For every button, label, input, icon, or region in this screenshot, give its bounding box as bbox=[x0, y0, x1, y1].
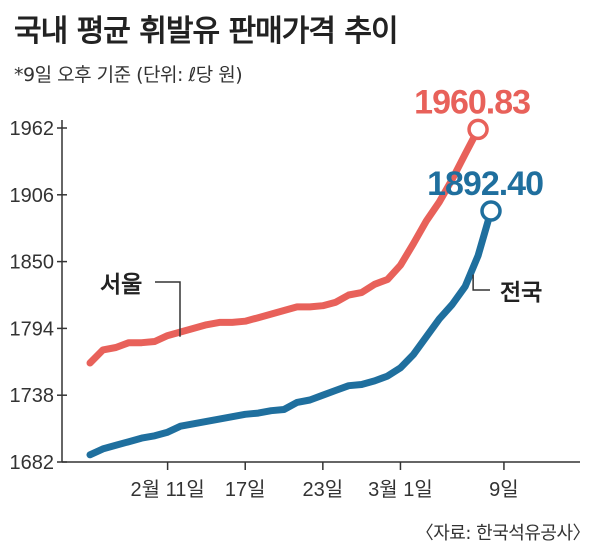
series-end-value: 1892.40 bbox=[427, 165, 543, 203]
chart-source: 〈자료: 한국석유공사〉 bbox=[415, 523, 591, 544]
y-tick-label: 1962 bbox=[10, 118, 55, 140]
x-tick-label: 3월 1일 bbox=[368, 478, 433, 501]
chart-title: 국내 평균 휘발유 판매가격 추이 bbox=[14, 14, 399, 49]
series-labels: 1960.83 1892.40 서울 전국 bbox=[100, 83, 544, 337]
series-end-marker bbox=[480, 200, 502, 222]
x-tick-label: 17일 bbox=[225, 478, 266, 501]
series-name-national: 전국 bbox=[500, 280, 542, 306]
x-tick-label: 2월 11일 bbox=[130, 478, 204, 501]
series-line-seoul bbox=[86, 125, 482, 367]
y-tick-label: 1738 bbox=[10, 385, 55, 407]
y-axis: 1962 1906 1850 1794 1738 1682 bbox=[10, 118, 67, 474]
series-line-national bbox=[86, 207, 495, 459]
y-tick-label: 1682 bbox=[10, 452, 55, 474]
x-tick-label: 9일 bbox=[489, 478, 519, 501]
series-name-seoul: 서울 bbox=[100, 272, 142, 298]
chart-subtitle: *9일 오후 기준 (단위: ℓ당 원) bbox=[14, 64, 243, 86]
y-tick-label: 1906 bbox=[10, 185, 55, 207]
series-lines bbox=[86, 118, 502, 459]
series-end-value: 1960.83 bbox=[414, 83, 530, 121]
seoul-leader-line bbox=[155, 281, 181, 337]
x-axis: 2월 11일 17일 23일 3월 1일 9일 bbox=[62, 461, 580, 501]
series-end-marker bbox=[467, 118, 489, 141]
y-tick-label: 1794 bbox=[10, 318, 55, 340]
national-leader-line bbox=[472, 274, 490, 291]
x-tick-label: 23일 bbox=[303, 478, 344, 501]
y-tick-label: 1850 bbox=[10, 252, 55, 274]
